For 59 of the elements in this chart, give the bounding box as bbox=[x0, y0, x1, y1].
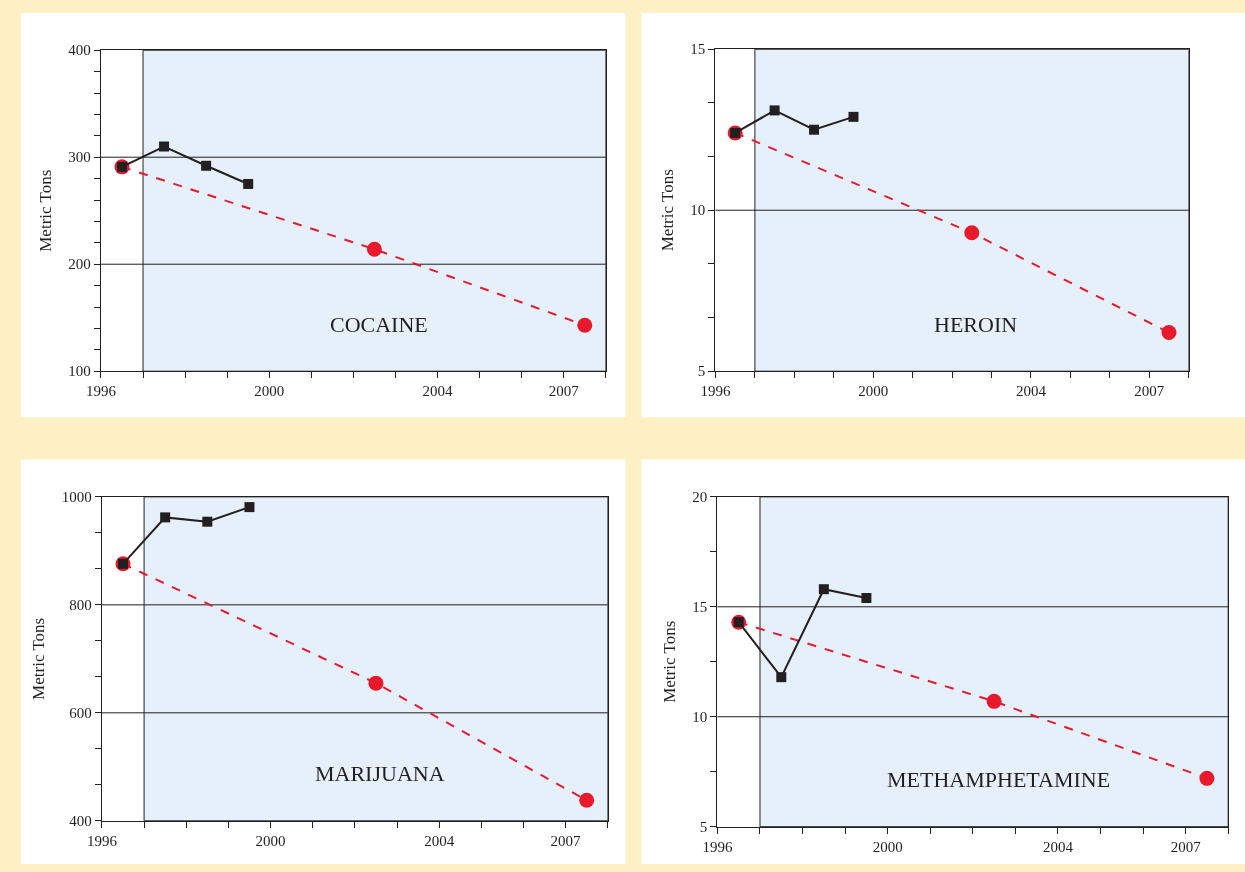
y-tick-label: 15 bbox=[690, 41, 706, 58]
point bbox=[366, 241, 382, 257]
x-tick-label: 2000 bbox=[872, 838, 903, 855]
x-tick-label: 2004 bbox=[422, 383, 454, 400]
point bbox=[848, 111, 859, 122]
point bbox=[1199, 770, 1215, 786]
point bbox=[160, 512, 171, 523]
point bbox=[818, 584, 829, 595]
x-tick-label: 1996 bbox=[700, 383, 731, 400]
point bbox=[809, 124, 820, 135]
text: HEROIN bbox=[934, 312, 1018, 337]
y-tick-label: 5 bbox=[699, 818, 708, 835]
y-tick-label: 400 bbox=[68, 42, 91, 59]
x-tick-label: 2000 bbox=[255, 832, 286, 849]
y-tick-label: 800 bbox=[69, 597, 92, 614]
x-tick-label: 1996 bbox=[86, 832, 118, 849]
y-tick-label: 1000 bbox=[61, 489, 92, 506]
point bbox=[201, 160, 212, 171]
y-axis-title: Metric Tons bbox=[659, 620, 679, 703]
y-tick-label: 100 bbox=[68, 363, 91, 380]
y-tick-label: 15 bbox=[692, 599, 708, 616]
x-tick-label: 2007 bbox=[548, 383, 580, 400]
point bbox=[776, 672, 787, 683]
point bbox=[159, 141, 170, 152]
y-tick-label: 10 bbox=[690, 202, 706, 219]
point bbox=[964, 225, 980, 241]
y-tick-label: 300 bbox=[68, 149, 91, 166]
x-tick-label: 1996 bbox=[85, 383, 117, 400]
point bbox=[368, 675, 384, 691]
point bbox=[986, 693, 1002, 709]
text: COCAINE bbox=[330, 312, 428, 337]
y-axis-title: Metric Tons bbox=[29, 617, 49, 700]
y-tick-label: 20 bbox=[692, 489, 708, 506]
point bbox=[243, 178, 254, 189]
point bbox=[769, 105, 780, 116]
x-tick-label: 2007 bbox=[1170, 838, 1202, 855]
point bbox=[244, 502, 255, 513]
y-axis-title: Metric Tons bbox=[657, 169, 677, 252]
x-tick-label: 1996 bbox=[702, 838, 733, 855]
y-tick-label: 200 bbox=[68, 256, 91, 273]
x-tick-label: 2007 bbox=[1134, 383, 1165, 400]
text: METHAMPHETAMINE bbox=[887, 767, 1111, 792]
point bbox=[202, 516, 213, 527]
point bbox=[579, 792, 595, 808]
y-tick-label: 400 bbox=[69, 813, 92, 830]
x-tick-label: 2004 bbox=[424, 832, 455, 849]
x-tick-label: 2007 bbox=[550, 832, 582, 849]
y-tick-label: 10 bbox=[692, 709, 708, 725]
x-tick-label: 2004 bbox=[1015, 383, 1047, 400]
x-tick-label: 2000 bbox=[254, 383, 285, 400]
x-tick-label: 2004 bbox=[1042, 838, 1074, 855]
point bbox=[861, 593, 872, 604]
x-tick-label: 2000 bbox=[858, 383, 889, 400]
point bbox=[1161, 325, 1177, 341]
y-tick-label: 600 bbox=[69, 705, 92, 722]
y-axis-title: Metric Tons bbox=[35, 169, 55, 252]
y-tick-label: 5 bbox=[697, 363, 706, 380]
point bbox=[577, 317, 593, 333]
text: MARIJUANA bbox=[315, 761, 445, 786]
